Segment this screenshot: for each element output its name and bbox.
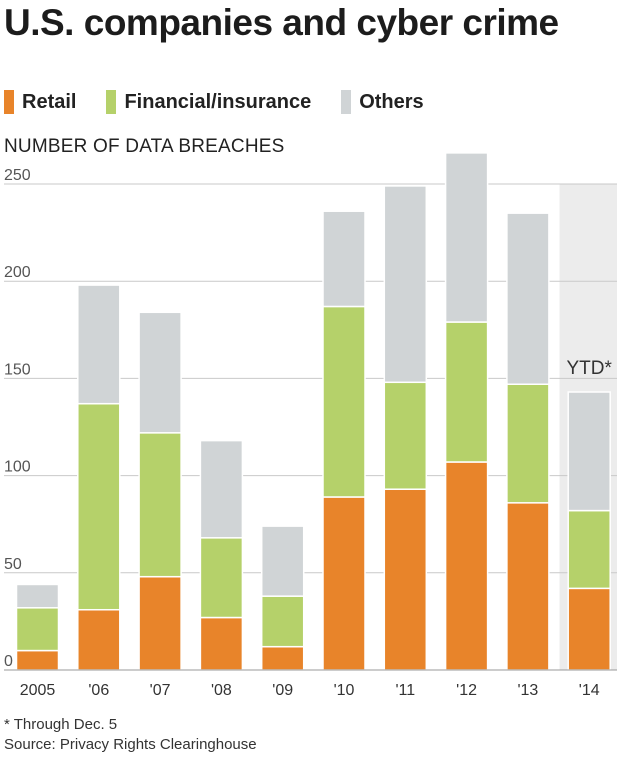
bar-others-3 [199, 439, 244, 539]
bar-others-5 [322, 210, 366, 308]
x-tick-label-8: '13 [517, 682, 538, 699]
bar-others-9 [567, 391, 611, 512]
y-tick-label-200: 200 [4, 264, 31, 281]
legend-label-others: Others [359, 90, 424, 113]
y-axis-label: NUMBER OF DATA BREACHES [4, 136, 285, 157]
bar-retail-3 [199, 616, 244, 671]
bar-others-7 [444, 152, 489, 323]
bar-retail-2 [138, 575, 182, 671]
bar-retail-6 [383, 488, 428, 671]
legend-item-retail: Retail [4, 90, 76, 114]
legend-swatch-financial [106, 90, 117, 114]
bar-retail-0 [15, 649, 60, 671]
legend-swatch-retail [4, 90, 14, 114]
bar-financial-insurance-6 [383, 381, 428, 490]
bar-retail-5 [322, 496, 366, 671]
legend-swatch-others [341, 90, 352, 114]
legend-label-retail: Retail [22, 90, 77, 113]
x-tick-label-0: 2005 [20, 682, 56, 699]
x-tick-label-2: '07 [150, 682, 171, 699]
bar-others-0 [15, 583, 60, 609]
bar-financial-insurance-3 [199, 537, 244, 619]
x-tick-label-5: '10 [334, 682, 355, 699]
legend-label-financial: Financial/insurance [124, 90, 312, 113]
y-tick-label-50: 50 [4, 556, 22, 573]
bar-others-6 [383, 185, 428, 384]
chart-title: U.S. companies and cyber crime [4, 2, 559, 43]
bar-retail-8 [506, 502, 550, 671]
bar-others-8 [506, 212, 550, 385]
bar-retail-1 [77, 608, 121, 671]
ytd-annotation: YTD* [566, 358, 612, 379]
bar-financial-insurance-1 [77, 402, 121, 611]
legend: Retail Financial/insurance Others [4, 88, 454, 116]
x-tick-label-3: '08 [211, 682, 232, 699]
bar-financial-insurance-9 [567, 509, 611, 590]
y-tick-label-0: 0 [4, 653, 13, 670]
y-tick-label-250: 250 [4, 167, 31, 184]
x-tick-label-4: '09 [272, 682, 293, 699]
y-tick-label-150: 150 [4, 361, 31, 378]
bar-retail-7 [444, 461, 489, 671]
x-tick-label-7: '12 [456, 682, 477, 699]
bar-financial-insurance-0 [15, 607, 60, 652]
legend-item-financial: Financial/insurance [106, 90, 311, 114]
x-tick-label-1: '06 [88, 682, 109, 699]
bar-others-4 [260, 525, 305, 597]
stacked-bar-chart: 0 50 100 150 200 250 2005 '06 '07 '08 '09 '10 '11 '12… [4, 152, 617, 699]
bar-financial-insurance-2 [138, 432, 182, 578]
bar-others-2 [138, 311, 182, 434]
x-tick-label-6: '11 [395, 682, 415, 699]
bar-financial-insurance-7 [444, 321, 489, 463]
bar-retail-4 [260, 645, 305, 671]
bar-retail-9 [567, 587, 611, 671]
bar-financial-insurance-4 [260, 595, 305, 648]
footnote: * Through Dec. 5 [4, 716, 118, 733]
bar-financial-insurance-5 [322, 305, 366, 498]
bar-others-1 [77, 284, 121, 405]
bar-financial-insurance-8 [506, 383, 550, 504]
x-tick-label-9: '14 [579, 682, 600, 699]
y-tick-label-100: 100 [4, 459, 31, 476]
source-note: Source: Privacy Rights Clearinghouse [4, 736, 257, 753]
legend-item-others: Others [341, 90, 424, 114]
